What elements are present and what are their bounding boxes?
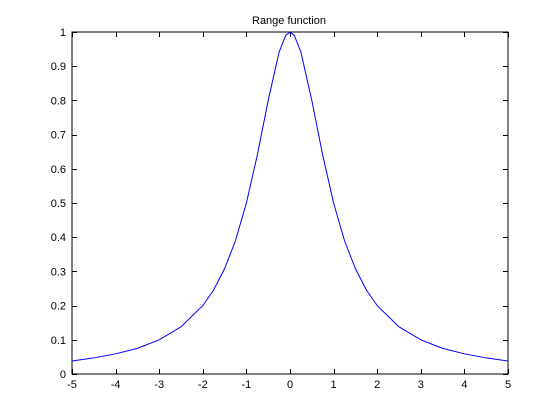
- x-tick-label: -5: [67, 379, 77, 391]
- x-tick-label: 1: [331, 379, 337, 391]
- x-tick-label: 3: [418, 379, 424, 391]
- y-tick-label: 0: [60, 369, 66, 381]
- y-tick-label: 0.4: [51, 232, 66, 244]
- x-tick-label: -1: [242, 379, 252, 391]
- y-tick-label: 0.7: [51, 130, 66, 142]
- y-tick-label: 0.3: [51, 266, 66, 278]
- x-tick-label: 4: [461, 379, 467, 391]
- y-tick-label: 0.9: [51, 61, 66, 73]
- x-tick-label: 5: [505, 379, 511, 391]
- series-line: [71, 31, 509, 362]
- y-tick-label: 0.6: [51, 164, 66, 176]
- plot-area: -5 -4 -3 -2 -1 0 1 2 3 4 5 0 0.1 0.2 0.3 0.4 0.5 0.6 0.7 0.…: [51, 27, 511, 391]
- x-tick-label: 2: [374, 379, 380, 391]
- x-tick-label: 0: [287, 379, 293, 391]
- x-tick-label: -4: [111, 379, 121, 391]
- y-tick-label: 0.1: [51, 335, 66, 347]
- y-tick-label: 0.2: [51, 301, 66, 313]
- y-tick-label: 1: [60, 27, 66, 39]
- axes-box: [71, 31, 509, 375]
- y-tick-label: 0.5: [51, 198, 66, 210]
- y-tick-label: 0.8: [51, 95, 66, 107]
- x-tick-label: -3: [154, 379, 164, 391]
- chart-title: Range function: [252, 15, 326, 27]
- x-tick-label: -2: [198, 379, 208, 391]
